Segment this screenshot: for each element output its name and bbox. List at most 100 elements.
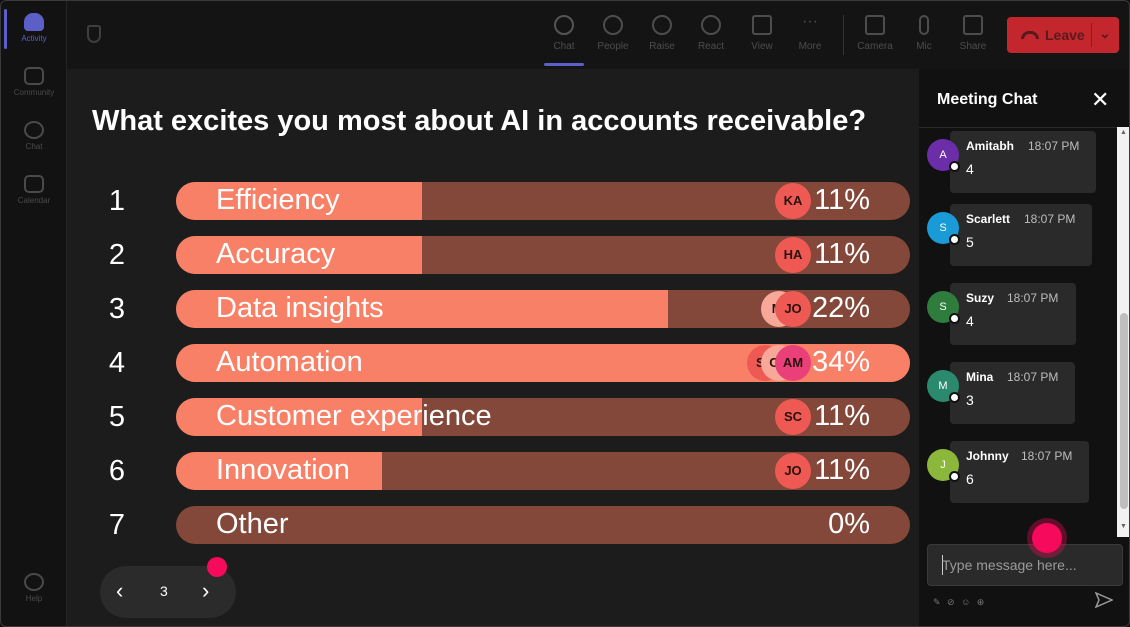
message-time: 18:07 PM — [1021, 449, 1073, 463]
option-label: Customer experience — [216, 400, 492, 432]
rail-item-calendar[interactable]: Calendar — [1, 175, 67, 205]
toolbar-button-label: Raise — [649, 41, 675, 52]
format-icons[interactable]: ✎ ⊘ ☺ ⊕ — [933, 597, 987, 607]
rail-item-activity[interactable]: Activity — [1, 13, 67, 43]
toolbar-view-button[interactable]: View — [739, 11, 785, 52]
option-percent: 11% — [814, 184, 870, 216]
chat-icon — [554, 15, 574, 35]
help-icon — [24, 573, 44, 591]
scrollbar-thumb[interactable] — [1120, 313, 1128, 509]
option-percent: 34% — [811, 346, 870, 378]
poll-option-row: 3 Data insights MIJO 22% — [67, 290, 919, 328]
chevron-right-icon[interactable]: › — [202, 578, 210, 603]
chat-scrollbar[interactable]: ▲ ▼ — [1117, 127, 1129, 537]
pointer-indicator — [1032, 523, 1062, 553]
option-bar[interactable]: Other 0% — [176, 506, 910, 544]
sender-name: Mina — [966, 370, 994, 384]
toolbar-button-label: Mic — [916, 41, 932, 52]
sender-name: Johnny — [966, 449, 1009, 463]
toolbar-divider — [843, 15, 844, 55]
message-text: 6 — [966, 471, 974, 487]
people-icon — [603, 15, 623, 35]
option-percent: 11% — [814, 454, 870, 486]
chevron-down-icon[interactable]: ⌄ — [1099, 25, 1111, 41]
pointer-indicator — [207, 557, 227, 577]
message-input[interactable]: Type message here... — [927, 544, 1123, 586]
send-icon[interactable] — [1095, 591, 1113, 609]
option-percent: 11% — [814, 400, 870, 432]
option-number: 7 — [108, 509, 126, 541]
active-tab-indicator — [544, 63, 584, 66]
toolbar-share-button[interactable]: Share — [950, 11, 996, 52]
option-fill — [176, 452, 382, 490]
toolbar-people-button[interactable]: People — [590, 11, 636, 52]
chevron-left-icon[interactable]: ‹ — [116, 578, 124, 603]
rail-item-label: Calendar — [17, 196, 51, 205]
presence-status-icon — [949, 392, 960, 403]
toolbar-button-label: Camera — [857, 41, 893, 52]
avatar: S — [927, 291, 959, 323]
option-percent: 11% — [814, 238, 870, 270]
option-bar[interactable]: Customer experience SC 11% — [176, 398, 910, 436]
option-bar[interactable]: Automation SUCOAM 34% — [176, 344, 910, 382]
toolbar-raise-button[interactable]: Raise — [639, 11, 685, 52]
option-label: Accuracy — [216, 238, 336, 270]
toolbar-chat-button[interactable]: Chat — [541, 11, 587, 52]
message-bubble: Scarlett 18:07 PM 5 — [950, 204, 1092, 266]
option-number: 2 — [108, 239, 126, 271]
leave-divider — [1091, 23, 1092, 47]
chat-icon — [24, 121, 44, 139]
option-percent: 0% — [828, 508, 870, 540]
option-label: Data insights — [216, 292, 384, 324]
message-text: 4 — [966, 161, 974, 177]
message-time: 18:07 PM — [1007, 370, 1059, 384]
option-label: Other — [216, 508, 289, 540]
option-label: Innovation — [216, 454, 350, 486]
sender-name: Amitabh — [966, 139, 1014, 153]
option-number: 1 — [108, 185, 126, 217]
sender-name: Scarlett — [966, 212, 1011, 226]
option-number: 5 — [108, 401, 126, 433]
option-fill — [176, 236, 422, 274]
rail-item-chat[interactable]: Chat — [1, 121, 67, 151]
mic-icon — [919, 15, 929, 35]
more-icon: ··· — [802, 13, 818, 30]
message-bubble: Mina 18:07 PM 3 — [950, 362, 1075, 424]
message-time: 18:07 PM — [1007, 291, 1059, 305]
rail-item-help[interactable]: Help — [1, 573, 67, 603]
text-caret — [942, 555, 943, 575]
rail-item-label: Community — [13, 88, 55, 97]
message-text: 4 — [966, 313, 974, 329]
bell-icon — [24, 13, 44, 31]
option-bar[interactable]: Efficiency KA 11% — [176, 182, 910, 220]
option-bar[interactable]: Accuracy HA 11% — [176, 236, 910, 274]
close-icon[interactable]: ✕ — [1091, 87, 1110, 112]
poll-option-row: 5 Customer experience SC 11% — [67, 398, 919, 436]
presence-status-icon — [949, 161, 960, 172]
page-number: 3 — [160, 583, 168, 599]
voter-avatar: KA — [775, 183, 811, 219]
message-bubble: Johnny 18:07 PM 6 — [950, 441, 1089, 503]
option-fill — [176, 398, 422, 436]
share-icon — [963, 15, 983, 35]
toolbar-button-label: People — [597, 41, 629, 52]
voter-avatar: JO — [775, 291, 811, 327]
option-bar[interactable]: Innovation JO 11% — [176, 452, 910, 490]
toolbar-mic-button[interactable]: Mic — [901, 11, 947, 52]
toolbar-button-label: More — [798, 41, 822, 52]
app-rail: Activity Community Chat Calendar Help — [1, 1, 67, 626]
toolbar-react-button[interactable]: React — [688, 11, 734, 52]
option-number: 6 — [108, 455, 126, 487]
option-bar[interactable]: Data insights MIJO 22% — [176, 290, 910, 328]
rail-item-community[interactable]: Community — [1, 67, 67, 97]
scroll-up-icon[interactable]: ▲ — [1120, 129, 1127, 136]
toolbar-camera-button[interactable]: Camera — [852, 11, 898, 52]
poll-option-row: 6 Innovation JO 11% — [67, 452, 919, 490]
toolbar-more-button[interactable]: ··· More — [787, 11, 833, 53]
message-time: 18:07 PM — [1024, 212, 1076, 226]
scroll-down-icon[interactable]: ▼ — [1120, 523, 1127, 530]
grid-icon — [752, 15, 772, 35]
voter-avatar: HA — [775, 237, 811, 273]
leave-button[interactable]: Leave ⌄ — [1007, 17, 1119, 53]
